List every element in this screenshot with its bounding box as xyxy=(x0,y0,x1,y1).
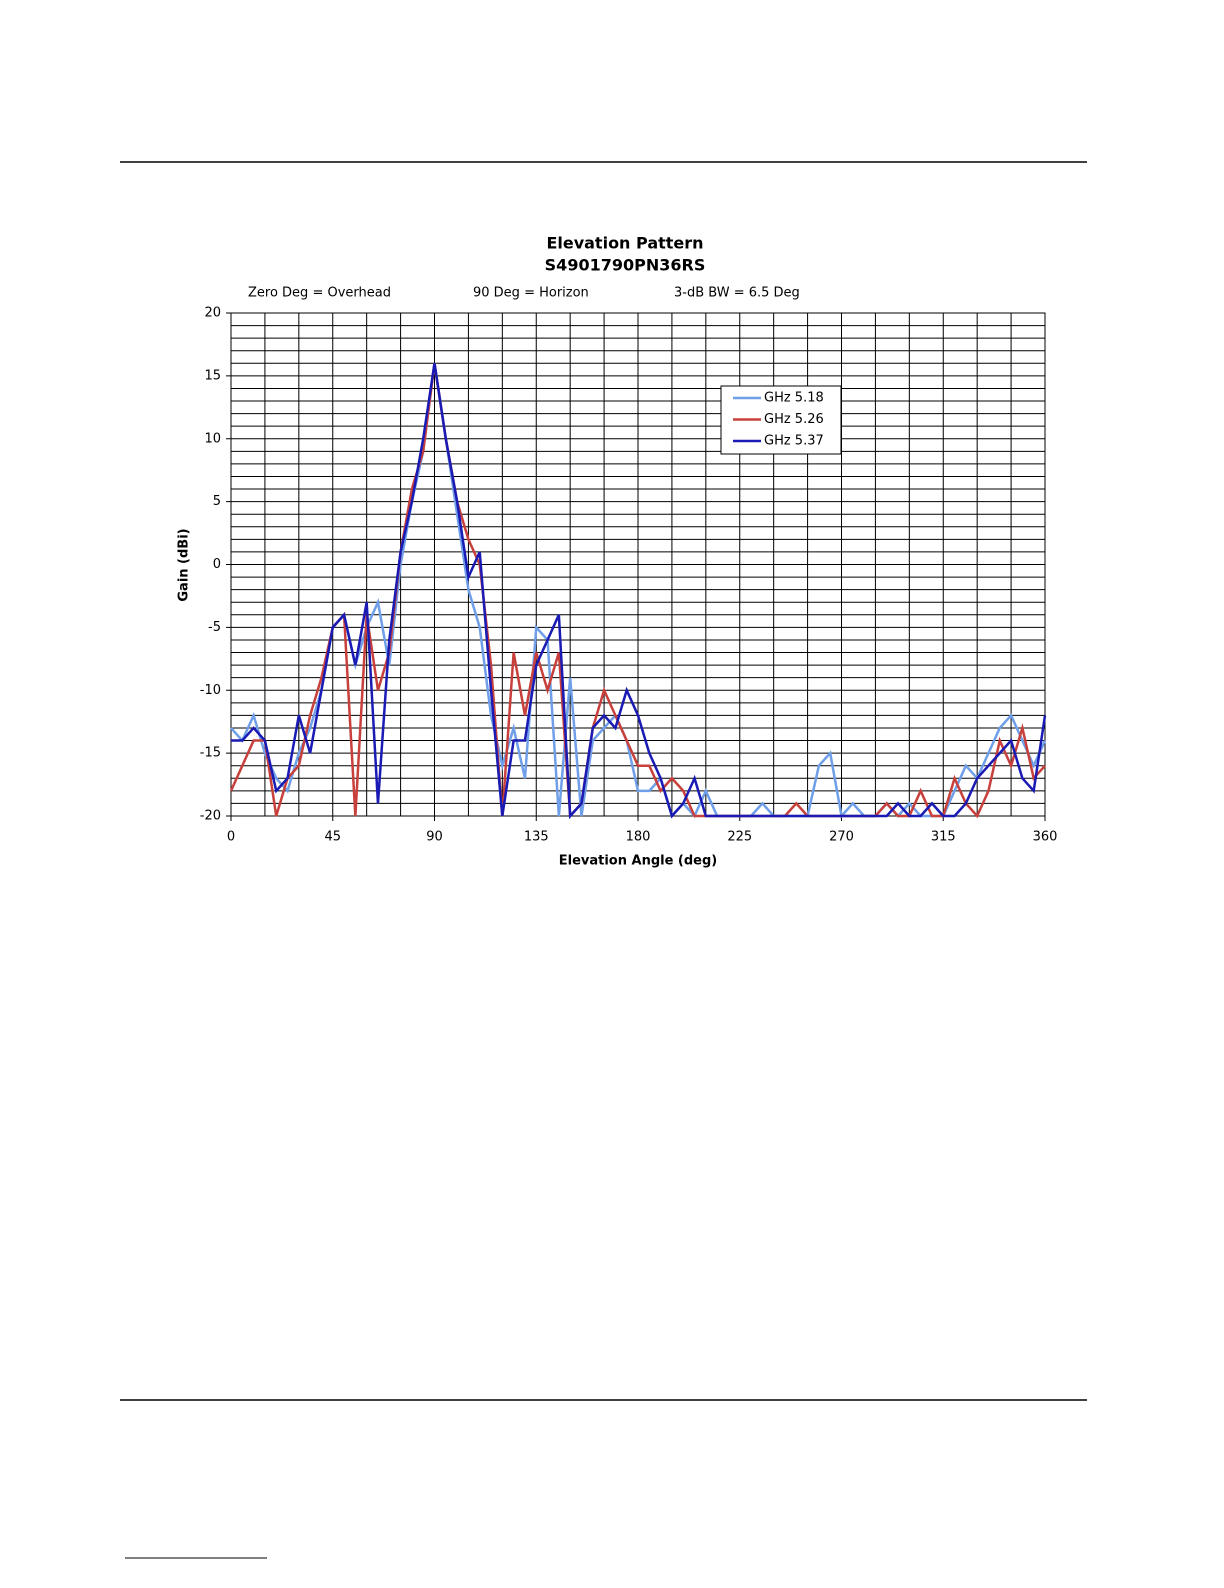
annotation: Zero Deg = Overhead xyxy=(248,286,391,301)
series-line xyxy=(231,363,1047,820)
y-tick-label: 15 xyxy=(204,368,221,383)
legend-label: GHz 5.18 xyxy=(764,391,824,406)
x-axis-label: Elevation Angle (deg) xyxy=(559,854,718,869)
y-tick-label: 10 xyxy=(204,431,221,446)
x-tick-label: 360 xyxy=(1033,830,1058,845)
chart-subtitle: S4901790PN36RS xyxy=(545,256,706,275)
x-tick-label: 315 xyxy=(931,830,956,845)
y-tick-label: -20 xyxy=(200,809,221,824)
chart-title: Elevation Pattern xyxy=(546,234,703,253)
y-tick-label: -15 xyxy=(200,746,221,761)
x-tick-label: 90 xyxy=(426,830,443,845)
y-tick-label: 0 xyxy=(213,557,221,572)
x-tick-label: 180 xyxy=(626,830,651,845)
y-tick-label: 5 xyxy=(213,494,221,509)
legend-label: GHz 5.26 xyxy=(764,412,824,427)
annotation: 90 Deg = Horizon xyxy=(473,286,589,301)
x-tick-label: 45 xyxy=(324,830,341,845)
y-tick-label: -5 xyxy=(208,620,221,635)
y-tick-label: 20 xyxy=(204,306,221,321)
legend-label: GHz 5.37 xyxy=(764,434,824,449)
y-tick-label: -10 xyxy=(200,683,221,698)
x-tick-label: 270 xyxy=(829,830,854,845)
x-tick-label: 135 xyxy=(524,830,549,845)
annotation: 3-dB BW = 6.5 Deg xyxy=(674,286,800,301)
x-tick-label: 0 xyxy=(227,830,235,845)
x-tick-label: 225 xyxy=(727,830,752,845)
y-axis-label: Gain (dBi) xyxy=(177,528,192,601)
